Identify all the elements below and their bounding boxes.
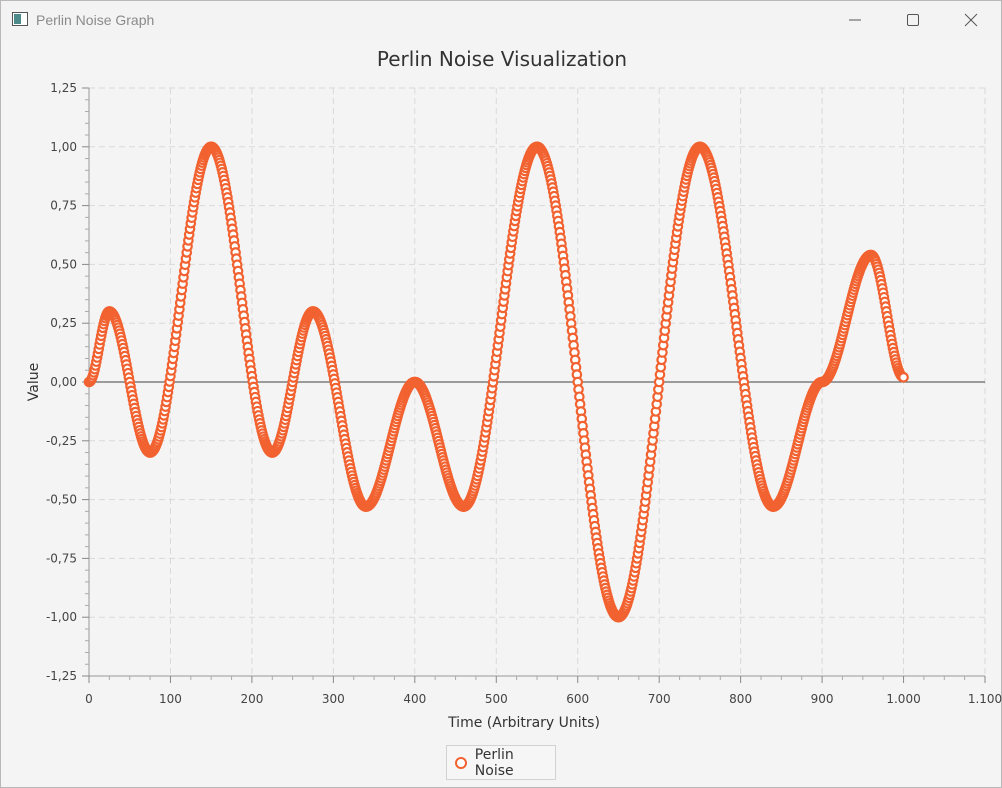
y-tick-label: 1,00 xyxy=(50,140,77,154)
app-window-icon xyxy=(12,12,28,26)
maximize-icon xyxy=(907,14,919,26)
y-tick-label: 0,50 xyxy=(50,257,77,271)
x-axis-label: Time (Arbitrary Units) xyxy=(447,715,600,731)
title-bar[interactable]: Perlin Noise Graph xyxy=(1,1,1001,39)
x-tick-label: 300 xyxy=(322,692,345,706)
x-tick-label: 1.000 xyxy=(886,692,920,706)
legend-label: Perlin Noise xyxy=(474,746,514,779)
x-tick-label: 800 xyxy=(729,692,752,706)
y-tick-label: -0,75 xyxy=(46,551,77,565)
y-axis-label: Value xyxy=(26,363,42,401)
x-tick-label: 700 xyxy=(648,692,671,706)
y-tick-label: -0,50 xyxy=(46,493,77,507)
minimize-icon xyxy=(849,19,861,21)
data-point xyxy=(898,371,909,383)
chart-title: Perlin Noise Visualization xyxy=(376,47,628,71)
y-tick-label: -1,00 xyxy=(46,610,77,624)
x-tick-label: 1.100 xyxy=(968,692,1002,706)
x-tick-label: 400 xyxy=(403,692,426,706)
minimize-button[interactable] xyxy=(826,1,884,39)
y-tick-label: -0,25 xyxy=(46,434,77,448)
maximize-button[interactable] xyxy=(884,1,942,39)
legend: Perlin Noise xyxy=(446,745,556,780)
y-tick-label: 0,25 xyxy=(50,316,77,330)
y-tick-label: 1,25 xyxy=(50,81,77,95)
x-tick-label: 200 xyxy=(240,692,263,706)
x-tick-label: 900 xyxy=(811,692,834,706)
x-tick-label: 600 xyxy=(566,692,589,706)
close-button[interactable] xyxy=(942,1,1000,39)
y-tick-label: -1,25 xyxy=(46,669,77,683)
x-tick-label: 0 xyxy=(85,692,93,706)
window-title: Perlin Noise Graph xyxy=(36,12,155,28)
x-tick-label: 100 xyxy=(159,692,182,706)
y-tick-label: 0,75 xyxy=(50,199,77,213)
legend-marker-icon xyxy=(455,756,467,769)
close-icon xyxy=(964,13,978,27)
x-tick-label: 500 xyxy=(485,692,508,706)
data-points xyxy=(83,141,909,623)
y-tick-label: 0,00 xyxy=(50,375,77,389)
